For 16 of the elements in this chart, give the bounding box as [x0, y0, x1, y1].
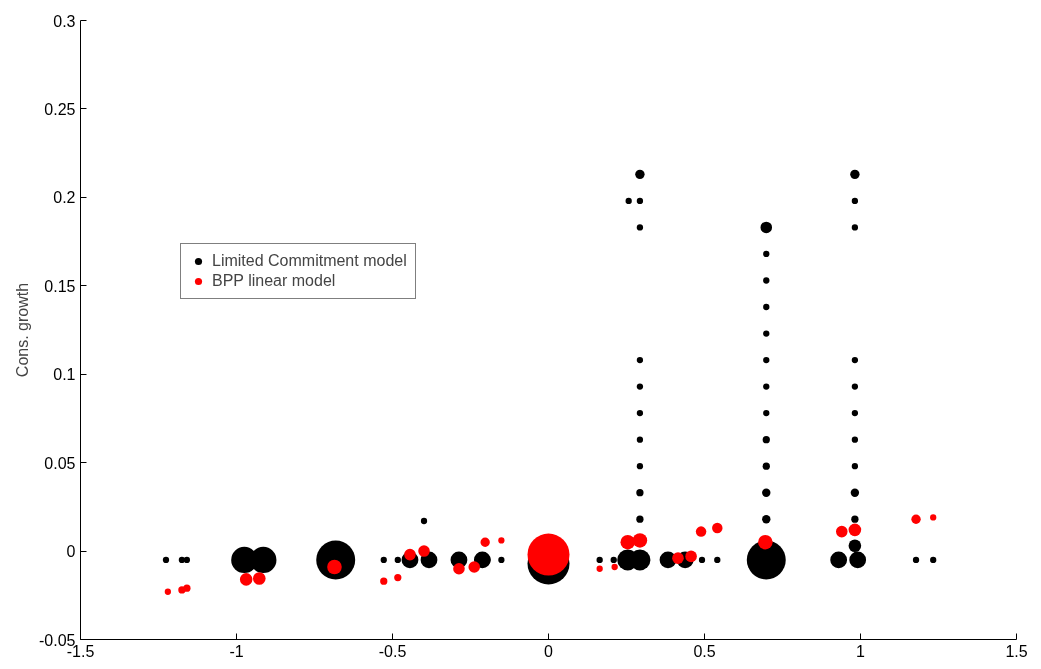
- legend-label: Limited Commitment model: [212, 252, 407, 270]
- y-tick-label: 0.15: [44, 277, 76, 295]
- y-tick-label: 0.25: [44, 100, 76, 118]
- legend-label: BPP linear model: [212, 272, 336, 290]
- x-tick-label: 1.5: [1005, 642, 1028, 660]
- y-tick-label: 0.1: [53, 366, 76, 384]
- y-axis-title: Cons. growth: [14, 282, 32, 378]
- y-tick-label: 0.2: [53, 189, 76, 207]
- x-tick-label: -1: [229, 642, 244, 660]
- x-tick-label: 0: [544, 642, 554, 660]
- y-tick-label: 0.3: [53, 12, 76, 30]
- x-tick-label: -0.5: [378, 642, 407, 660]
- x-tick-label: 1: [856, 642, 866, 660]
- y-tick-label: 0.05: [44, 454, 76, 472]
- x-tick-label: 0.5: [693, 642, 716, 660]
- y-tick-label: 0: [66, 543, 76, 561]
